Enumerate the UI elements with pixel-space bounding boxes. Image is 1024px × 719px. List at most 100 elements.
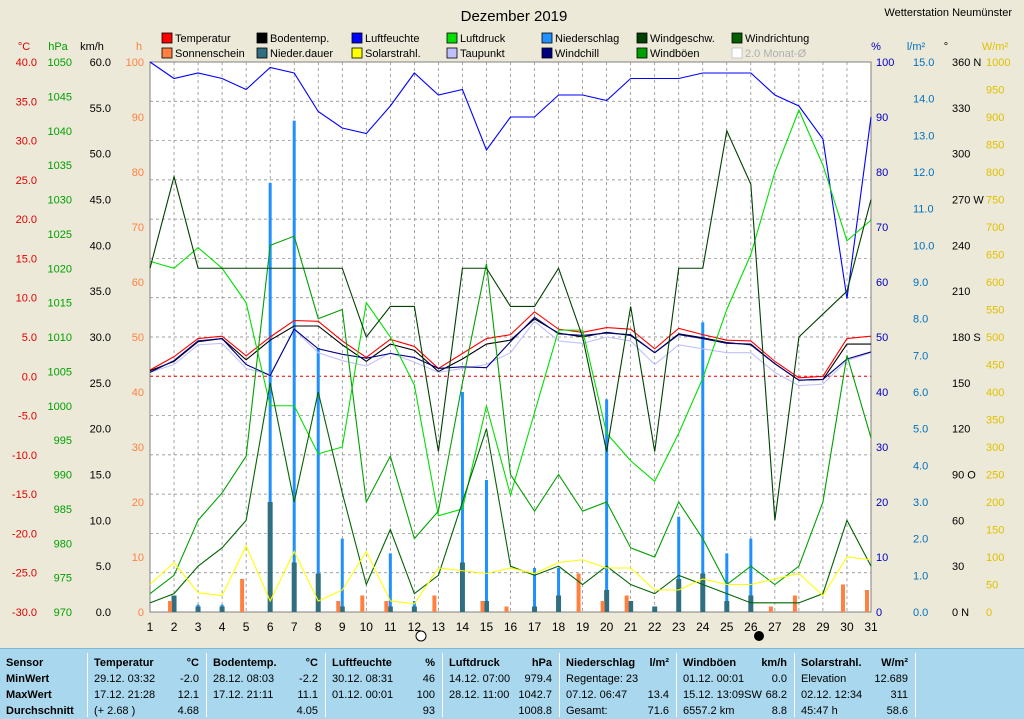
bar-sonnenschein	[240, 579, 245, 612]
hum-avg-value: 93	[422, 705, 435, 717]
bar-sonnenschein	[768, 606, 773, 612]
tick-label-temperature: 35.0	[16, 96, 37, 108]
tick-label-temperature: 10.0	[16, 293, 37, 305]
legend-swatch	[636, 47, 648, 59]
bar-niederdauer	[676, 579, 682, 612]
x-tick-label: 27	[768, 620, 782, 634]
bar-niederdauer	[483, 601, 489, 612]
x-tick-label: 10	[360, 620, 374, 634]
temp-avg-value: 4.68	[177, 705, 199, 717]
bar-niederschlag	[533, 568, 537, 612]
tick-label-temperature: 30.0	[16, 136, 37, 148]
press-max-value: 1042.7	[518, 689, 552, 701]
tick-label-precip: 0.0	[913, 607, 928, 619]
bar-niederdauer	[724, 601, 730, 612]
bar-niederdauer	[628, 601, 634, 612]
tick-label-humidity: 20	[876, 497, 888, 509]
tick-label-humidity: 30	[876, 442, 888, 454]
stats-empty-col	[915, 653, 1024, 717]
bar-sonnenschein	[624, 595, 629, 612]
tick-label-temperature: 20.0	[16, 214, 37, 226]
gust-max-value: 68.2	[765, 689, 787, 701]
tick-label-temperature: 15.0	[16, 253, 37, 265]
legend-swatch	[351, 32, 363, 44]
tick-label-humidity: 80	[876, 167, 888, 179]
x-tick-label: 16	[504, 620, 518, 634]
tick-label-temperature: 0.0	[22, 371, 37, 383]
tick-label-wind: 5.0	[96, 561, 111, 573]
tick-label-solar: 300	[986, 442, 1004, 454]
temp-header: Temperatur	[94, 657, 154, 669]
tick-label-wind: 50.0	[90, 149, 111, 161]
gust-avg-value: 8.8	[771, 705, 787, 717]
tick-label-pressure: 985	[54, 504, 72, 516]
tick-label-pressure: 1000	[48, 401, 72, 413]
gust-max-date: 15.12. 13:09SW	[683, 689, 762, 701]
bar-niederdauer	[532, 606, 538, 612]
x-tick-label: 22	[648, 620, 662, 634]
tick-label-precip: 8.0	[913, 314, 928, 326]
tick-label-precip: 13.0	[913, 130, 934, 142]
x-tick-label: 26	[744, 620, 758, 634]
legend-swatch	[446, 32, 458, 44]
tick-label-humidity: 0	[876, 607, 882, 619]
legend-label: Windchill	[555, 48, 599, 60]
legend-swatch	[731, 47, 743, 59]
tick-label-direction: 240	[952, 240, 970, 252]
series-windchill	[149, 316, 872, 381]
tick-label-precip: 3.0	[913, 497, 928, 509]
tick-label-precip: 1.0	[913, 570, 928, 582]
tick-label-direction: 0 N	[952, 607, 969, 619]
tick-label-precip: 7.0	[913, 350, 928, 362]
bar-niederdauer	[339, 606, 345, 612]
series-temperatur	[149, 311, 872, 379]
legend-label: Niederschlag	[555, 33, 619, 45]
x-tick-label: 7	[291, 620, 298, 634]
bar-sonnenschein	[480, 601, 485, 612]
x-tick-label: 13	[432, 620, 446, 634]
legend-label: Solarstrahl.	[365, 48, 421, 60]
legend-swatch	[161, 32, 173, 44]
tick-label-precip: 12.0	[913, 167, 934, 179]
tick-label-pressure: 1025	[48, 229, 72, 241]
gust-header: Windböen	[683, 657, 737, 669]
x-tick-label: 12	[408, 620, 422, 634]
bar-sonnenschein	[384, 601, 389, 612]
axes-layer: 40.035.030.025.020.015.010.05.00.0-5.0-1…	[12, 41, 1011, 634]
press-max-date: 28.12. 11:00	[449, 689, 510, 701]
line-layer	[149, 61, 872, 605]
tick-label-direction: 360 N	[952, 57, 981, 69]
tick-label-direction: 30	[952, 561, 964, 573]
tick-label-wind: 40.0	[90, 240, 111, 252]
tick-label-humidity: 60	[876, 277, 888, 289]
tick-label-pressure: 1010	[48, 332, 72, 344]
tick-label-wind: 35.0	[90, 286, 111, 298]
tick-label-pressure: 1035	[48, 160, 72, 172]
tick-label-sunshine: 70	[132, 222, 144, 234]
hum-min-value: 46	[422, 673, 435, 685]
tick-label-wind: 15.0	[90, 470, 111, 482]
tick-label-pressure: 1015	[48, 298, 72, 310]
tick-label-precip: 4.0	[913, 460, 928, 472]
gust-unit: km/h	[761, 657, 787, 669]
tick-label-precip: 6.0	[913, 387, 928, 399]
x-tick-label: 24	[696, 620, 710, 634]
x-tick-label: 8	[315, 620, 322, 634]
legend-swatch	[636, 32, 648, 44]
x-tick-label: 4	[219, 620, 226, 634]
bar-sonnenschein	[865, 590, 869, 612]
tick-label-precip: 14.0	[913, 94, 934, 106]
ground-max-date: 17.12. 21:11	[213, 689, 274, 701]
solar-elev-label: Elevation	[801, 673, 847, 685]
legend-label: 2.0 Monat-Ø	[745, 48, 807, 60]
solar-unit: W/m²	[881, 657, 908, 669]
tick-label-pressure: 1005	[48, 366, 72, 378]
row-label-min: MinWert	[6, 673, 50, 685]
tick-label-solar: 50	[986, 580, 998, 592]
x-tick-label: 11	[384, 620, 397, 634]
bar-sonnenschein	[600, 601, 605, 612]
tick-label-wind: 45.0	[90, 195, 111, 207]
tick-label-pressure: 975	[54, 573, 72, 585]
row-label-avg: Durchschnitt	[6, 705, 74, 717]
tick-label-solar: 650	[986, 250, 1004, 262]
